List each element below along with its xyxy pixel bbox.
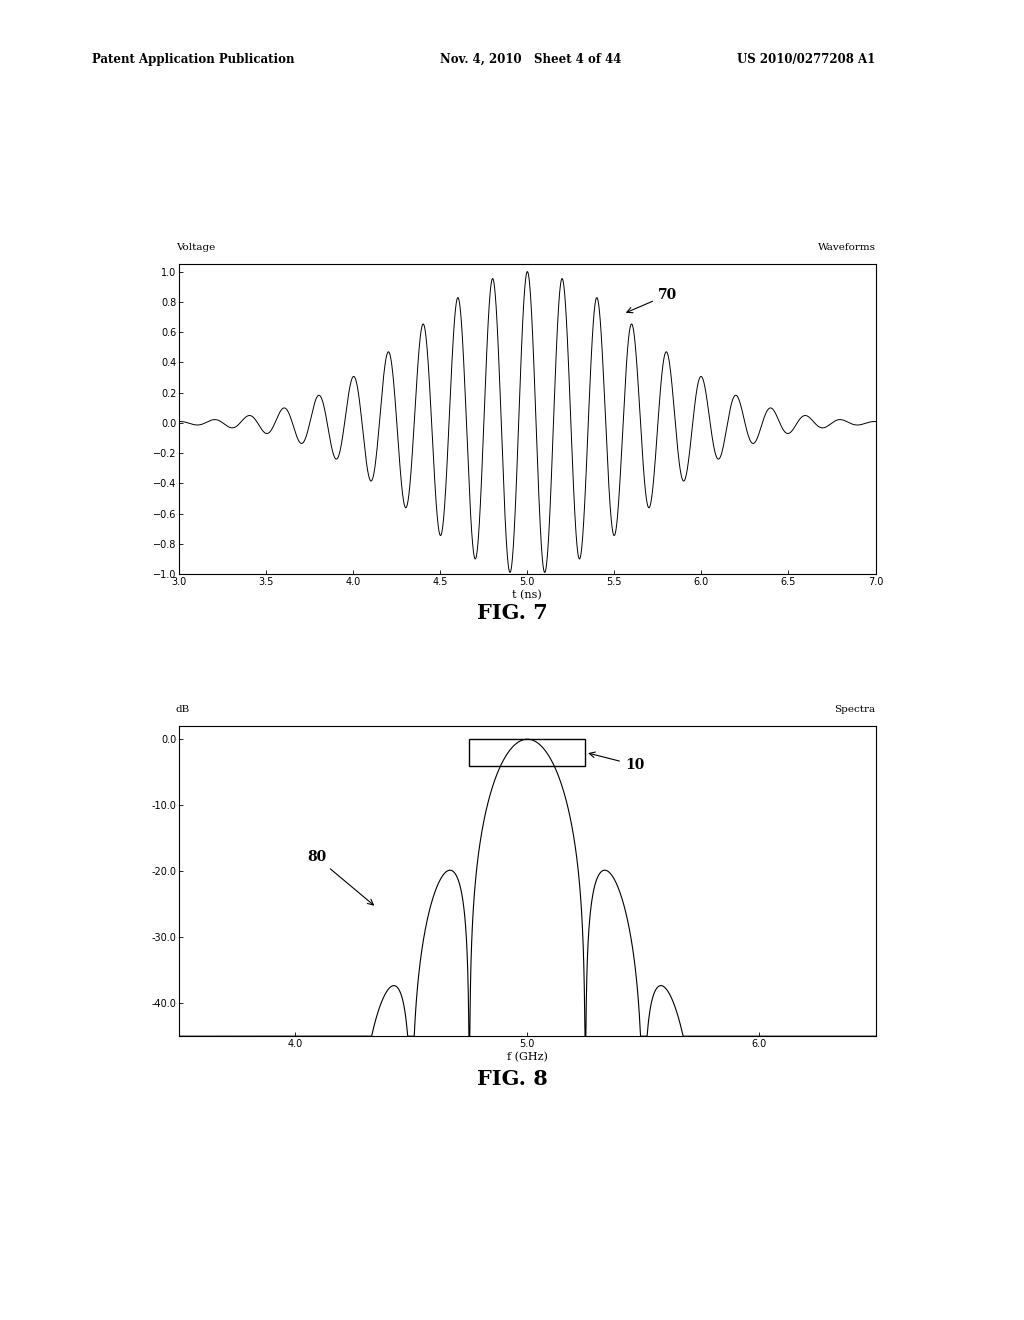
Text: 10: 10 xyxy=(589,752,644,772)
Text: Voltage: Voltage xyxy=(176,243,215,252)
Text: 80: 80 xyxy=(307,850,374,906)
X-axis label: t (ns): t (ns) xyxy=(512,590,543,601)
Text: FIG. 8: FIG. 8 xyxy=(476,1069,548,1089)
Bar xyxy=(469,739,586,766)
Text: 70: 70 xyxy=(627,288,677,313)
Text: Spectra: Spectra xyxy=(835,705,876,714)
X-axis label: f (GHz): f (GHz) xyxy=(507,1052,548,1063)
Text: US 2010/0277208 A1: US 2010/0277208 A1 xyxy=(737,53,876,66)
Text: Nov. 4, 2010   Sheet 4 of 44: Nov. 4, 2010 Sheet 4 of 44 xyxy=(440,53,622,66)
Text: Waveforms: Waveforms xyxy=(817,243,876,252)
Text: FIG. 7: FIG. 7 xyxy=(476,603,548,623)
Text: dB: dB xyxy=(176,705,190,714)
Text: Patent Application Publication: Patent Application Publication xyxy=(92,53,295,66)
